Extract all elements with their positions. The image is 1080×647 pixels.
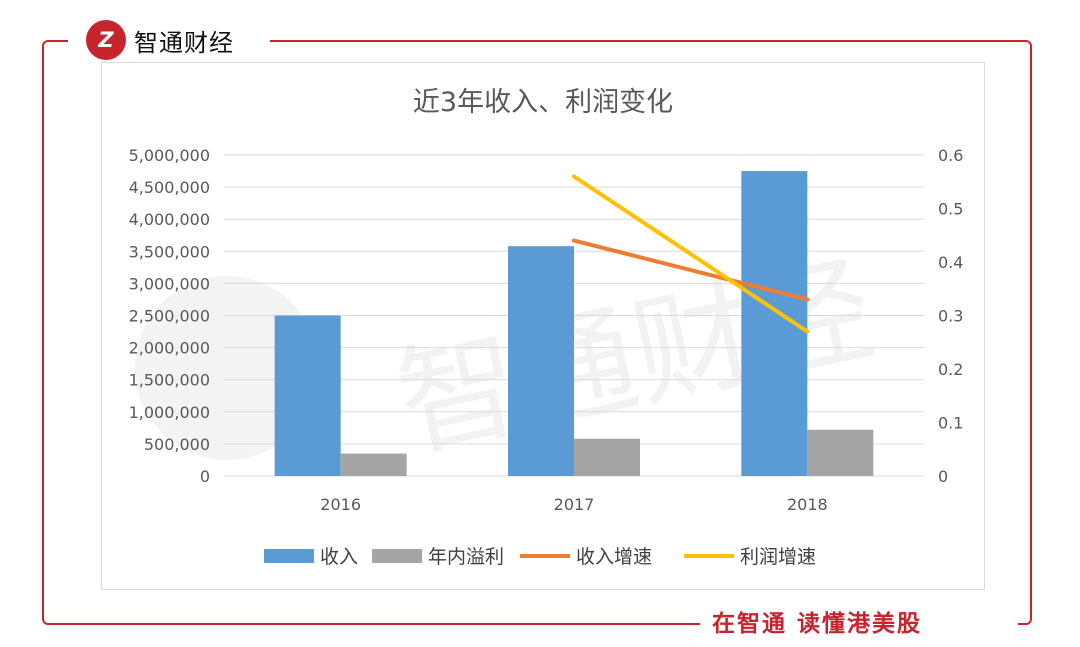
legend-item: 收入	[264, 546, 358, 568]
y-left-tick-label: 0	[200, 467, 210, 486]
y-left-tick-label: 2,000,000	[129, 339, 210, 358]
legend-swatch	[264, 549, 314, 563]
chart-svg: 智通财经 近3年收入、利润变化 0500,0001,000,0001,500,0…	[129, 87, 964, 568]
line-profit-growth	[572, 174, 810, 334]
y-left-tick-label: 500,000	[144, 435, 210, 454]
legend-item: 年内溢利	[372, 546, 504, 568]
x-tick-label: 2017	[554, 495, 595, 514]
legend-swatch	[372, 549, 422, 563]
y-right-tick-label: 0.6	[938, 146, 963, 165]
legend-item: 利润增速	[684, 546, 816, 568]
footer-slogan: 在智通 读懂港美股	[712, 611, 923, 637]
y-right-tick-label: 0.5	[938, 200, 963, 219]
x-tick-label: 2016	[320, 495, 361, 514]
y-left-tick-label: 1,500,000	[129, 371, 210, 390]
y-right-tick-label: 0.2	[938, 360, 963, 379]
y-left-tick-label: 3,000,000	[129, 274, 210, 293]
bar-revenue	[274, 315, 341, 476]
brand-badge-icon: Z	[86, 20, 126, 60]
legend-label: 年内溢利	[428, 546, 504, 568]
legend-label: 利润增速	[740, 546, 816, 568]
legend-label: 收入	[320, 546, 358, 568]
y-right-tick-label: 0.4	[938, 253, 963, 272]
y-right-tick-label: 0.1	[938, 414, 963, 433]
line-revenue-growth	[572, 238, 810, 302]
legend-label: 收入增速	[576, 546, 652, 568]
brand-name: 智通财经	[134, 28, 234, 57]
brand-logo: Z 智通财经	[86, 20, 234, 60]
bar-annual-profit	[807, 429, 874, 476]
y-left-tick-label: 1,000,000	[129, 403, 210, 422]
bar-annual-profit	[340, 453, 407, 476]
chart-title: 近3年收入、利润变化	[413, 87, 673, 118]
x-tick-label: 2018	[787, 495, 828, 514]
y-left-tick-label: 4,500,000	[129, 178, 210, 197]
y-left-tick-label: 5,000,000	[129, 146, 210, 165]
y-left-tick-label: 4,000,000	[129, 210, 210, 229]
bar-revenue	[508, 246, 574, 476]
legend-item: 收入增速	[520, 546, 652, 568]
y-left-tick-label: 3,500,000	[129, 242, 210, 261]
chart-container: 智通财经 近3年收入、利润变化 0 500,000 1,000,000 1,500,0…	[101, 62, 985, 590]
y-right-tick-label: 0	[938, 467, 948, 486]
y-left-tick-label: 2,500,000	[129, 307, 210, 326]
y-right-tick-label: 0.3	[938, 307, 963, 326]
card-frame	[42, 40, 1032, 625]
bar-annual-profit	[574, 438, 640, 476]
